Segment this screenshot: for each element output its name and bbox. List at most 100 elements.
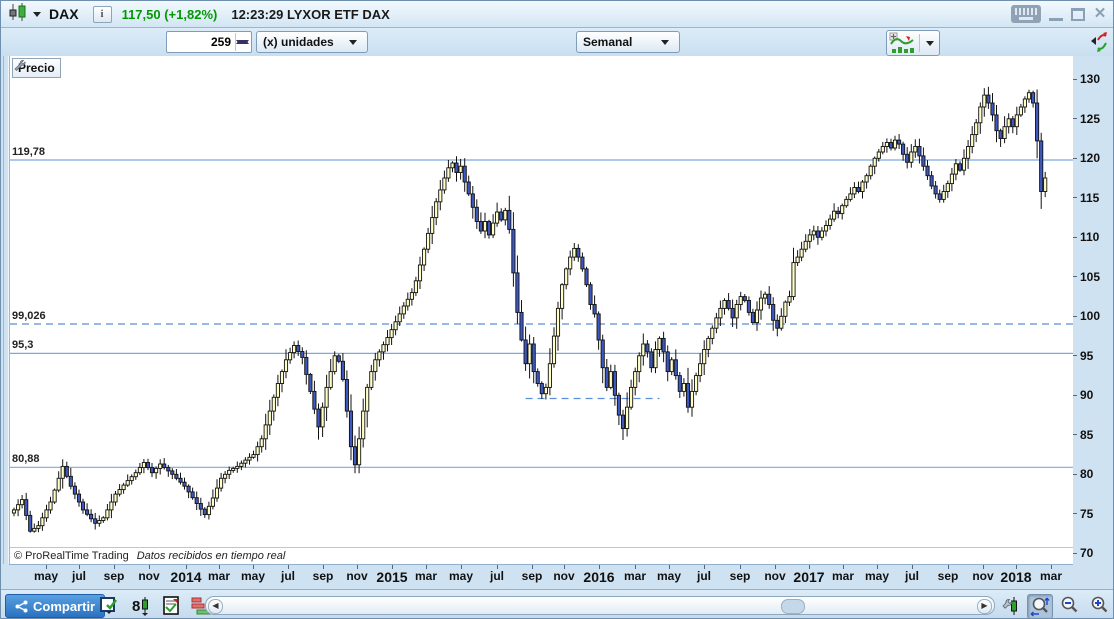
price-panel-tab[interactable]: Precio — [12, 58, 61, 78]
chart-style-icon — [889, 32, 914, 53]
units-decrement-button[interactable] — [236, 40, 249, 51]
news-button[interactable] — [159, 594, 183, 617]
x-axis-tick-label: sep — [103, 569, 125, 583]
zoom-select-icon — [1030, 597, 1050, 617]
zoom-out-button[interactable] — [1057, 594, 1081, 617]
horizontal-scrollbar[interactable]: ◀ ▶ — [205, 596, 995, 615]
x-axis-tick-label: may — [240, 569, 266, 583]
y-axis-tick-label: 80 — [1073, 467, 1093, 481]
news-icon — [162, 595, 179, 615]
panel-toggle-button[interactable] — [1088, 30, 1110, 54]
quote-change: 117,50 (+1,82%) — [121, 6, 218, 22]
x-axis-tick-label: may — [448, 569, 474, 583]
x-axis-tick-mark — [775, 565, 776, 569]
x-axis-tick-mark — [635, 565, 636, 569]
x-axis-tick-label: sep — [937, 569, 959, 583]
scroll-left-icon[interactable]: ◀ — [208, 599, 223, 614]
share-button[interactable]: Compartir — [5, 594, 106, 618]
x-axis-tick-label: 2017 — [793, 569, 825, 585]
close-button[interactable]: ✕ — [1093, 5, 1107, 22]
x-axis-tick-label: sep — [521, 569, 543, 583]
chart-style-button[interactable] — [886, 30, 940, 56]
zoom-in-button[interactable] — [1087, 594, 1111, 617]
y-axis-tick-label: 85 — [1073, 428, 1093, 442]
x-axis-tick-mark — [912, 565, 913, 569]
units-type-dropdown[interactable]: (x) unidades — [256, 31, 368, 53]
zoom-select-button[interactable] — [1027, 594, 1053, 618]
panel-splitter[interactable] — [3, 56, 9, 564]
instrument-dropdown-icon[interactable] — [33, 11, 41, 17]
orders-button[interactable]: 8 — [129, 594, 153, 617]
x-axis-tick-label: sep — [729, 569, 751, 583]
x-axis-tick-mark — [983, 565, 984, 569]
x-axis-tick-label: mar — [207, 569, 231, 583]
units-count-field[interactable] — [166, 31, 252, 53]
x-axis-tick-mark — [704, 565, 705, 569]
chart-settings-icon — [1002, 596, 1017, 615]
x-axis-tick-label: jul — [281, 569, 295, 583]
y-axis-tick-label: 130 — [1073, 72, 1100, 86]
x-axis-tick-mark — [532, 565, 533, 569]
copyright-text: © ProRealTime Trading — [14, 550, 129, 562]
x-axis-tick-label: nov — [138, 569, 160, 583]
symbol-label[interactable]: DAX — [49, 6, 79, 22]
x-axis-tick-mark — [809, 565, 810, 569]
x-axis-tick-mark — [219, 565, 220, 569]
x-axis-tick-mark — [426, 565, 427, 569]
time-instrument-label: 12:23:29 LYXOR ETF DAX — [231, 6, 390, 22]
x-axis-tick-mark — [843, 565, 844, 569]
x-axis-tick-label: jul — [72, 569, 86, 583]
time-axis[interactable]: may jul sep nov 2014 mar may jul sep nov 2015 mar ma… — [9, 564, 1073, 587]
price-level-label[interactable]: 119,78 — [12, 146, 46, 158]
price-level-label[interactable]: 95,3 — [12, 339, 34, 352]
x-axis-tick-mark — [461, 565, 462, 569]
x-axis-tick-label: jul — [697, 569, 711, 583]
x-axis-tick-label: nov — [764, 569, 786, 583]
y-axis-tick-label: 110 — [1073, 230, 1099, 244]
chevron-down-icon — [661, 39, 669, 45]
x-axis-tick-mark — [877, 565, 878, 569]
svg-text:8: 8 — [132, 598, 140, 615]
x-axis-tick-label: mar — [1039, 569, 1063, 583]
screens-icon — [100, 596, 117, 614]
x-axis-tick-label: may — [656, 569, 682, 583]
chart-settings-button[interactable] — [1000, 594, 1024, 617]
share-icon — [15, 600, 28, 612]
units-count-input[interactable] — [167, 33, 233, 51]
price-level-label[interactable]: 80,88 — [12, 453, 40, 466]
price-level-label[interactable]: 99,026 — [12, 310, 46, 322]
maximize-button[interactable] — [1071, 7, 1085, 21]
orders-icon: 8 — [132, 596, 148, 616]
price-chart[interactable] — [10, 56, 1074, 564]
title-bar: DAX i 117,50 (+1,82%) 12:23:29 LYXOR ETF… — [1, 1, 1113, 28]
wrench-icon — [14, 60, 26, 71]
x-axis-tick-mark — [79, 565, 80, 569]
screens-button[interactable] — [98, 594, 122, 617]
x-axis-tick-label: mar — [414, 569, 438, 583]
chevron-down-icon — [349, 39, 357, 45]
timeframe-dropdown[interactable]: Semanal — [576, 31, 680, 53]
x-axis-tick-mark — [253, 565, 254, 569]
x-axis-tick-mark — [46, 565, 47, 569]
info-button[interactable]: i — [92, 5, 112, 23]
chevron-down-icon — [926, 40, 934, 46]
x-axis-tick-mark — [599, 565, 600, 569]
y-axis-tick-label: 115 — [1073, 191, 1099, 205]
scroll-right-icon[interactable]: ▶ — [977, 599, 992, 614]
x-axis-tick-label: 2014 — [170, 569, 202, 585]
zoom-out-icon — [1061, 596, 1077, 613]
x-axis-tick-mark — [1016, 565, 1017, 569]
x-axis-tick-label: mar — [623, 569, 647, 583]
y-axis-tick-label: 100 — [1073, 309, 1100, 323]
keyboard-icon[interactable] — [1011, 5, 1041, 23]
x-axis-tick-mark — [288, 565, 289, 569]
copyright-bar: © ProRealTime Trading Datos recibidos en… — [10, 547, 1073, 564]
x-axis-tick-mark — [357, 565, 358, 569]
minimize-button[interactable] — [1049, 7, 1063, 21]
realtime-note: Datos recibidos en tiempo real — [136, 550, 286, 562]
y-axis-tick-label: 95 — [1073, 349, 1093, 363]
price-axis[interactable]: 130 125 120 115 110 105 100 95 90 85 80 75 70 — [1073, 56, 1113, 586]
scrollbar-thumb[interactable] — [781, 599, 806, 614]
bottom-toolbar: Compartir 8 — [1, 589, 1113, 618]
